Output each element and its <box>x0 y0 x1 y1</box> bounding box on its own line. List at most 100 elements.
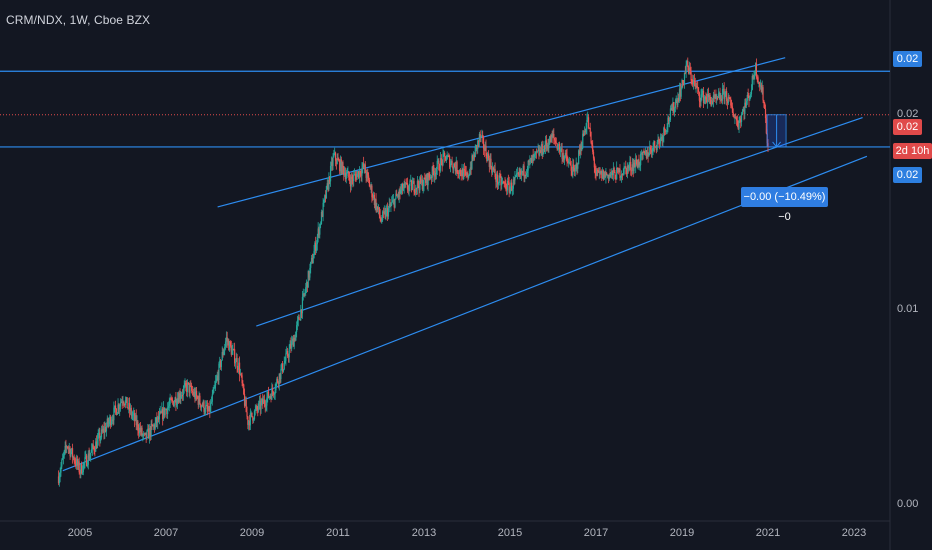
candle-body-116 <box>153 424 156 429</box>
candle-body-824 <box>739 118 741 121</box>
candle-body-258 <box>271 388 273 400</box>
candle-body-370 <box>363 164 366 168</box>
candle-body-143 <box>176 403 178 406</box>
candle-body-81 <box>124 400 127 406</box>
candle-body-573 <box>531 155 533 163</box>
candle-body-603 <box>556 143 558 149</box>
candle-body-828 <box>742 109 744 112</box>
candle-body-215 <box>235 358 237 362</box>
price-badge-upper-line: 0.02 <box>893 51 922 67</box>
candle-body-499 <box>470 167 472 169</box>
candle-body-850 <box>760 85 762 93</box>
candle-body-49 <box>98 432 100 436</box>
candle-body-684 <box>623 166 625 174</box>
candle-body-226 <box>244 400 246 406</box>
candle-body-617 <box>568 162 570 164</box>
candle-body-474 <box>449 163 452 168</box>
candle-body-459 <box>437 160 439 162</box>
candle-body-21 <box>75 462 77 466</box>
candle-body-402 <box>390 204 392 206</box>
candle-body-803 <box>721 89 724 101</box>
candle-body-115 <box>152 424 155 427</box>
candle-body-807 <box>725 91 727 93</box>
candle-body-755 <box>682 80 684 83</box>
candle-body-272 <box>282 369 285 372</box>
candle-body-786 <box>707 93 710 98</box>
candle-body-36 <box>87 453 89 465</box>
candle-body-809 <box>726 101 729 104</box>
candle-body-156 <box>186 382 189 392</box>
candle-body-252 <box>266 397 268 406</box>
candle-body-772 <box>696 85 698 88</box>
candle-body-282 <box>291 341 293 349</box>
price-tick-000: 0.00 <box>897 498 919 510</box>
candle-body-666 <box>608 174 610 180</box>
candle-body-701 <box>637 159 639 168</box>
candle-body-165 <box>194 391 196 399</box>
candle-body-729 <box>660 136 662 138</box>
x-tick-label-2015: 2015 <box>498 527 522 539</box>
candle-body-29 <box>81 472 84 474</box>
candle-body-308 <box>312 258 314 264</box>
candle-body-92 <box>133 413 136 421</box>
candle-body-688 <box>626 165 629 175</box>
channel-line-1[interactable] <box>256 116 863 327</box>
candle-body-141 <box>174 397 176 403</box>
candle-body-103 <box>143 433 145 435</box>
candle-body-349 <box>346 172 348 176</box>
candle-body-562 <box>522 165 524 173</box>
candle-body-80 <box>124 404 126 406</box>
candle-body-168 <box>196 396 199 398</box>
candle-body-855 <box>764 108 767 119</box>
candle-body-70 <box>115 408 117 416</box>
candle-body-439 <box>420 179 423 183</box>
candle-body-95 <box>136 421 138 426</box>
measure-tool-label[interactable]: −0.00 (−10.49%) −0 <box>741 187 828 223</box>
candle-body-336 <box>335 160 337 164</box>
candle-body-257 <box>270 395 272 400</box>
candle-body-642 <box>588 127 590 129</box>
candle-body-200 <box>223 351 225 355</box>
candle-body-274 <box>284 360 286 363</box>
candle-body-799 <box>718 93 720 95</box>
candle-body-747 <box>675 99 677 102</box>
candle-body-231 <box>248 420 251 426</box>
candle-body-800 <box>719 93 721 100</box>
symbol-title[interactable]: CRM/NDX, 1W, Cboe BZX <box>6 13 151 27</box>
candle-body-400 <box>388 204 390 209</box>
candle-body-283 <box>291 338 294 342</box>
candle-body-351 <box>348 171 350 178</box>
candle-body-284 <box>292 338 294 347</box>
candle-body-839 <box>751 75 753 90</box>
candle-body-522 <box>489 158 491 167</box>
candle-body-453 <box>432 166 434 172</box>
candle-body-148 <box>180 396 182 399</box>
channel-line-2[interactable] <box>62 155 868 472</box>
candle-body-829 <box>743 109 745 114</box>
candle-body-609 <box>561 148 563 159</box>
candle-body-424 <box>408 185 410 191</box>
candle-body-126 <box>162 408 164 420</box>
candle-body-723 <box>655 146 657 150</box>
candle-body-130 <box>165 409 167 411</box>
candle-body-171 <box>199 395 201 404</box>
candle-body-655 <box>599 171 601 174</box>
candle-body-302 <box>307 271 309 288</box>
candle-body-74 <box>119 406 121 410</box>
candle-body-403 <box>391 202 393 205</box>
candle-body-230 <box>248 420 250 425</box>
candle-body-691 <box>629 161 631 166</box>
candle-body-750 <box>678 97 680 101</box>
candle-body-489 <box>462 168 464 179</box>
channel-line-0[interactable] <box>217 57 786 208</box>
candle-body-237 <box>253 411 256 420</box>
candle-body-238 <box>254 409 256 412</box>
candle-body-266 <box>277 382 280 385</box>
candle-body-189 <box>214 385 216 389</box>
candle-body-504 <box>474 147 476 158</box>
candle-body-751 <box>678 88 681 101</box>
candle-body-208 <box>229 341 232 346</box>
candle-body-705 <box>640 152 643 154</box>
candle-body-811 <box>728 96 730 98</box>
